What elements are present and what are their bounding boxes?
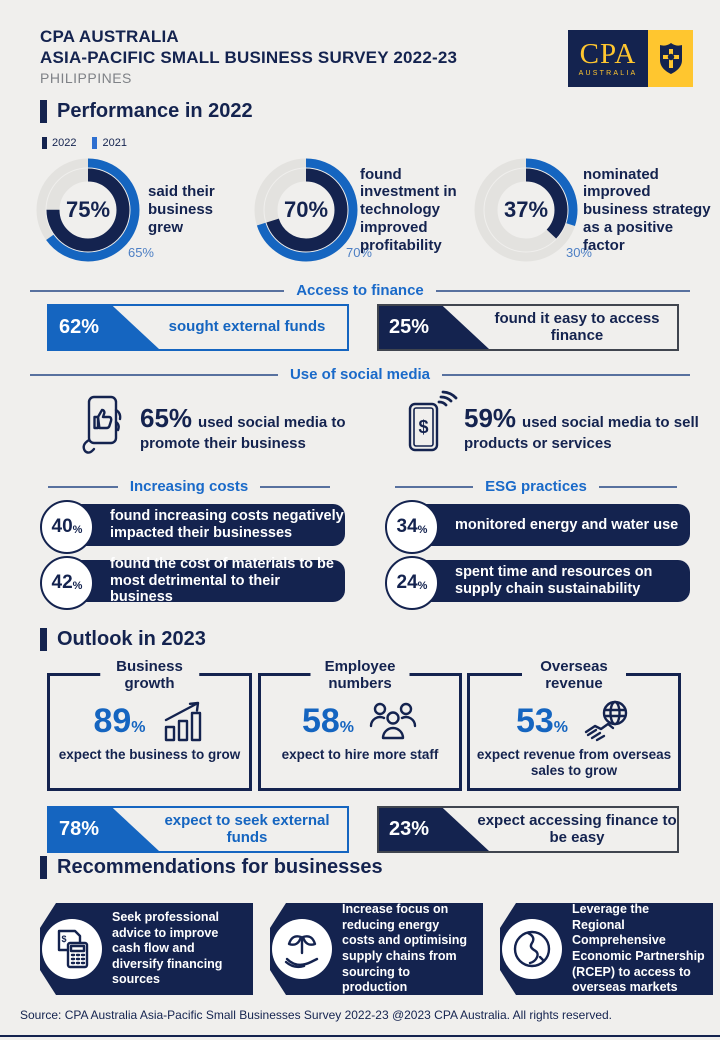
pill-value: 34% (385, 500, 439, 554)
svg-text:$: $ (61, 934, 66, 944)
stat-label: used social media to promote their busin… (140, 414, 346, 452)
stat-label: used social media to sell products or se… (464, 414, 699, 452)
social-media-row: 65% used social media to promote their bu… (0, 388, 720, 472)
stat-value: 62% (49, 306, 159, 349)
social-sell-stat: 59% used social media to sell products or… (464, 402, 706, 453)
donut-caption: nominated improved business strategy as … (583, 165, 711, 254)
donut-value-2021: 70% (345, 245, 372, 260)
donut-value-2021: 30% (565, 245, 592, 260)
pill-label: found the cost of materials to be most d… (64, 556, 345, 605)
donut-value-2022: 75% (65, 197, 111, 222)
cpa-crest-icon (648, 30, 693, 87)
recommendation-text: Leverage the Regional Comprehensive Econ… (500, 903, 713, 995)
donut-value-2022: 70% (283, 197, 329, 222)
header: CPA AUSTRALIA ASIA-PACIFIC SMALL BUSINES… (40, 26, 457, 88)
divider-increasing-costs: Increasing costs (48, 478, 331, 495)
handshake-globe-icon (584, 700, 628, 742)
stat-sought-external-funds: 62% sought external funds (47, 304, 349, 351)
section-outlook-heading: Outlook in 2023 (40, 628, 206, 651)
stat-label: expect accessing finance to be easy (477, 811, 677, 846)
page-subtitle-line: ASIA-PACIFIC SMALL BUSINESS SURVEY 2022-… (40, 48, 458, 67)
pill-value: 24% (385, 556, 439, 610)
page-title: CPA AUSTRALIA (40, 27, 179, 46)
divider-access-to-finance: Access to finance (30, 282, 690, 299)
stat-value: 23% (379, 808, 489, 851)
phone-thumbs-up-icon (82, 395, 122, 454)
legend-swatch-2022 (42, 137, 47, 149)
stat-expect-external-funds: 78% expect to seek external funds (47, 806, 349, 853)
svg-text:$: $ (418, 417, 428, 437)
stat-label: sought external funds (168, 318, 326, 336)
legend-item-2022: 2022 (42, 137, 76, 149)
legend-swatch-2021 (92, 137, 98, 149)
stat-value: 25% (379, 306, 489, 349)
pill-increasing-costs-1: 40% found increasing costs negatively im… (40, 500, 345, 554)
recommendation-card-rcep: Leverage the Regional Comprehensive Econ… (500, 903, 713, 995)
stat-easy-access-finance: 25% found it easy to access finance (377, 304, 679, 351)
bottom-rule (0, 1035, 720, 1037)
stat-label: found it easy to access finance (494, 309, 660, 344)
logo-subtext: AUSTRALIA (578, 70, 638, 77)
outlook-box-title: Overseas revenue (522, 658, 626, 693)
recommendation-text: Seek professional advice to improve cash… (40, 903, 253, 995)
donut-value-2021: 65% (127, 245, 154, 260)
recommendation-card-esg: Increase focus on reducing energy costs … (270, 903, 483, 995)
outlook-box-title: Employee numbers (310, 658, 410, 693)
outlook-value: 53% (515, 701, 569, 740)
source-note: Source: CPA Australia Asia-Pacific Small… (20, 1008, 613, 1022)
pill-esg-2: 24% spent time and resources on supply c… (385, 556, 690, 610)
donut-row: 75% 65% said their business grew 70% 70%… (0, 158, 720, 270)
section-recommendations-heading: Recommendations for businesses (40, 856, 383, 879)
bar-chart-growth-icon (164, 701, 201, 742)
pill-esg-1: 34% monitored energy and water use (385, 500, 690, 554)
outlook-value: 89% (93, 701, 146, 740)
pill-label: monitored energy and water use (409, 504, 690, 546)
pill-label: found increasing costs negatively impact… (64, 504, 345, 546)
pill-label: spent time and resources on supply chain… (409, 560, 690, 602)
invoice-calculator-icon: $ (42, 919, 102, 979)
donut-chart-technology: 70% 70% (254, 158, 372, 262)
section-performance-heading: Performance in 2022 (40, 100, 253, 123)
cpa-logo: CPA AUSTRALIA (568, 30, 693, 87)
outlook-value: 58% (301, 701, 355, 740)
stat-expect-easy-finance: 23% expect accessing finance to be easy (377, 806, 679, 853)
logo-text: CPA (579, 38, 637, 70)
outlook-box-title: Business growth (99, 658, 200, 693)
stat-value: 78% (49, 808, 159, 851)
outlook-box-business-growth: Business growth 89% expect the business … (47, 658, 252, 791)
donut-chart-business-grew: 75% 65% (36, 158, 154, 262)
pill-value: 42% (40, 556, 94, 610)
donut-caption: said their business grew (148, 183, 215, 236)
outlook-box-overseas-revenue: Overseas revenue 53% expect revenue from… (467, 658, 681, 791)
outlook-caption: expect to hire more staff (281, 747, 439, 762)
recommendation-card-finance: Seek professional advice to improve cash… (40, 903, 253, 995)
divider-social-media: Use of social media (30, 366, 690, 383)
stat-value: 65% (140, 403, 193, 433)
globe-icon (502, 919, 562, 979)
social-promote-stat: 65% used social media to promote their bu… (140, 402, 382, 453)
outlook-caption: expect the business to grow (58, 747, 241, 762)
stat-label: expect to seek external funds (164, 811, 330, 846)
country-label: PHILIPPINES (40, 70, 132, 86)
pill-increasing-costs-2: 42% found the cost of materials to be mo… (40, 556, 345, 610)
phone-dollar-signal-icon: $ (408, 390, 458, 452)
donut-value-2022: 37% (503, 197, 549, 222)
outlook-box-employee-numbers: Employee numbers 58% expect to hire more… (258, 658, 462, 791)
stat-value: 59% (464, 403, 517, 433)
outlook-caption: expect revenue from overseas sales to gr… (476, 747, 672, 778)
donut-caption: found investment in technology improved … (360, 165, 457, 254)
pill-value: 40% (40, 500, 94, 554)
people-group-icon (369, 702, 417, 740)
chart-legend: 2022 2021 (42, 137, 127, 149)
divider-esg-practices: ESG practices (395, 478, 677, 495)
hand-plant-icon (272, 919, 332, 979)
legend-item-2021: 2021 (92, 137, 127, 149)
donut-chart-strategy: 37% 30% (474, 158, 592, 262)
